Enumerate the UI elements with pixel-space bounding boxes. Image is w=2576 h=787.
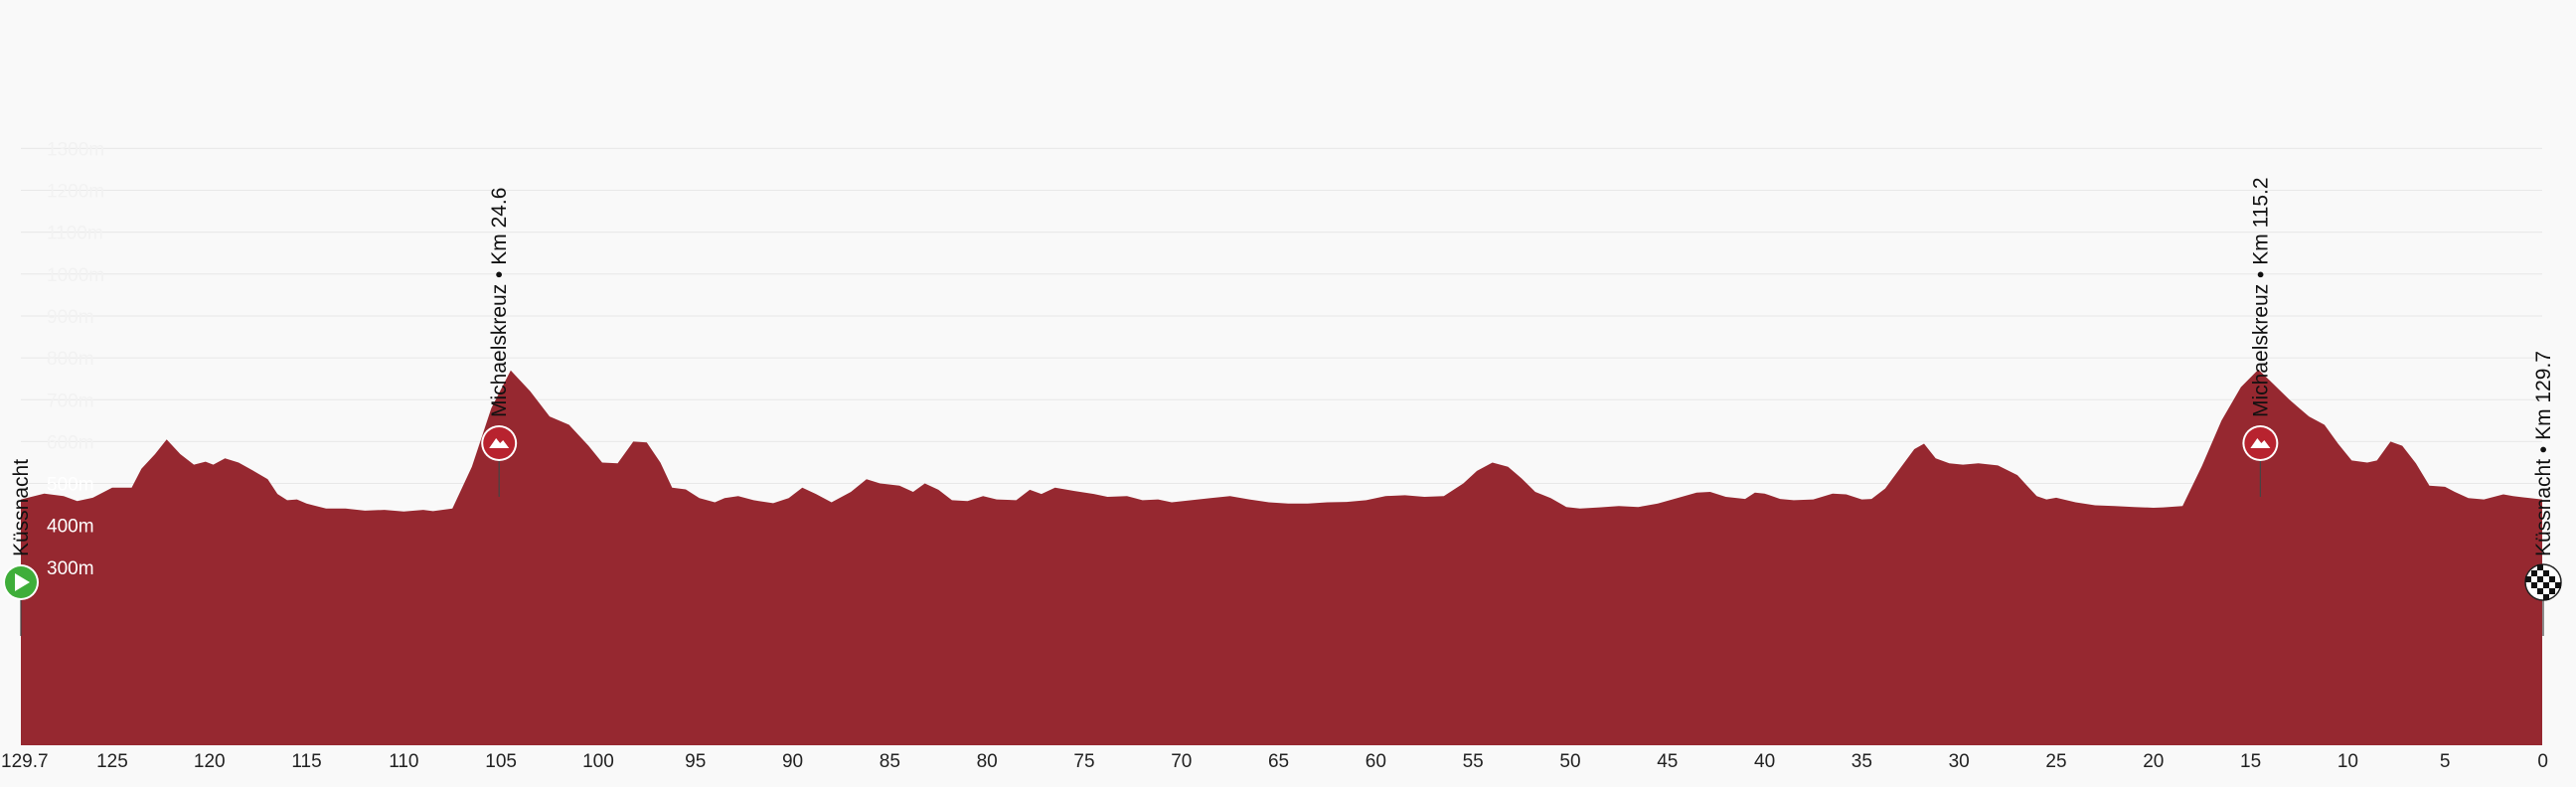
x-tick-label: 40: [1754, 751, 1775, 772]
mountain-climb-icon: [2242, 425, 2279, 461]
finish-flag-icon: [2524, 563, 2562, 601]
waypoints: Küssnacht Michaelskreuz • Km 24.6 Michaels…: [3, 177, 2562, 636]
waypoint-0: Küssnacht: [3, 459, 39, 636]
x-tick-label: 95: [685, 751, 706, 772]
waypoint-label: Küssnacht • Km 129.7: [2532, 351, 2555, 556]
x-tick-label: 35: [1852, 751, 1872, 772]
x-tick-label: 5: [2440, 751, 2451, 772]
y-axis-ticks: 300m 400m 500m 600m 700m 800m 900m 1000m 1100m 12…: [47, 139, 104, 578]
x-tick-label: 55: [1463, 751, 1484, 772]
y-tick-label: 600m: [47, 432, 94, 453]
x-tick-label: 120: [194, 751, 226, 772]
waypoint-label: Michaelskreuz • Km 24.6: [488, 188, 511, 417]
x-tick-label: 115: [291, 751, 321, 772]
x-tick-label: 20: [2143, 751, 2164, 772]
y-tick-label: 400m: [47, 517, 94, 538]
y-tick-label: 1200m: [47, 182, 104, 203]
x-tick-label: 90: [782, 751, 803, 772]
x-tick-label: 50: [1559, 751, 1580, 772]
y-tick-label: 1100m: [47, 224, 103, 244]
elevation-area-path: [21, 369, 2542, 745]
x-tick-label: 70: [1171, 751, 1192, 772]
x-tick-label: 75: [1073, 751, 1094, 772]
x-tick-label: 15: [2240, 751, 2261, 772]
x-tick-label: 65: [1268, 751, 1289, 772]
x-tick-label: 10: [2337, 751, 2358, 772]
y-tick-label: 900m: [47, 307, 94, 328]
x-tick-label: 45: [1657, 751, 1678, 772]
x-tick-label: 129.7: [1, 751, 49, 772]
y-tick-label: 1000m: [47, 265, 104, 286]
y-tick-label: 800m: [47, 349, 94, 370]
waypoint-label: Küssnacht: [10, 459, 33, 556]
x-tick-label: 0: [2537, 751, 2548, 772]
x-tick-label: 110: [389, 751, 418, 772]
y-tick-label: 700m: [47, 391, 94, 411]
y-tick-label: 1300m: [47, 139, 104, 160]
mountain-climb-icon: [481, 425, 518, 461]
x-tick-label: 125: [96, 751, 128, 772]
waypoint-label: Michaelskreuz • Km 115.2: [2249, 177, 2272, 417]
x-tick-label: 105: [485, 751, 517, 772]
y-tick-label: 500m: [47, 475, 94, 496]
start-icon: [3, 564, 39, 600]
waypoint-2: Michaelskreuz • Km 115.2: [2242, 177, 2279, 497]
x-tick-label: 100: [582, 751, 614, 772]
y-tick-label: 300m: [47, 558, 94, 579]
x-axis-ticks: 129.7 125 120 115 110 105 100 95 90 85 80 75 70 65 60 5…: [1, 751, 2548, 772]
elevation-area: [21, 369, 2542, 745]
x-tick-label: 25: [2045, 751, 2066, 772]
x-tick-label: 30: [1949, 751, 1970, 772]
waypoint-3: Küssnacht • Km 129.7: [2524, 351, 2562, 636]
x-tick-label: 60: [1366, 751, 1386, 772]
waypoint-1: Michaelskreuz • Km 24.6: [481, 188, 518, 497]
x-tick-label: 80: [977, 751, 998, 772]
x-tick-label: 85: [880, 751, 900, 772]
